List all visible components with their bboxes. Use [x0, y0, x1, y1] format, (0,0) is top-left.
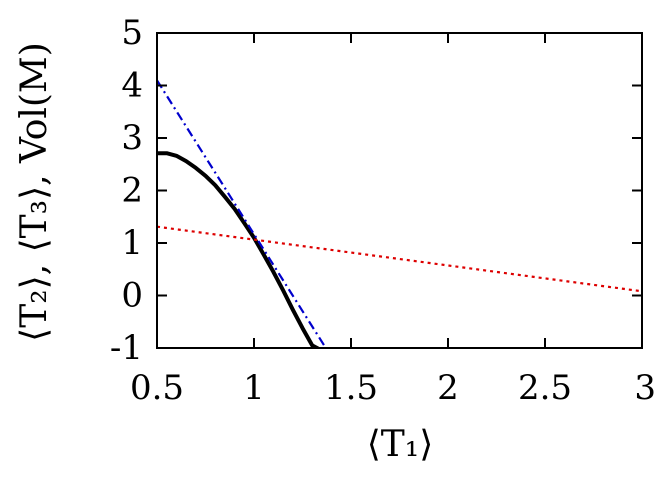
x-tick-label: 1 [243, 368, 265, 408]
y-tick-label: -1 [110, 328, 143, 368]
x-tick-label: 3 [634, 368, 656, 408]
y-tick-label: 1 [121, 223, 143, 263]
y-tick-label: 0 [121, 276, 143, 316]
x-tick-label: 2 [437, 368, 459, 408]
y-tick-label: 4 [121, 66, 143, 106]
x-tick-label: 2.5 [518, 368, 572, 408]
y-tick-label: 2 [121, 171, 143, 211]
x-axis-label: ⟨T₁⟩ [367, 424, 434, 465]
x-tick-label: 0.5 [130, 368, 184, 408]
plot-curves [157, 79, 642, 348]
y-tick-label: 5 [121, 13, 143, 53]
series-blue-dashdot-line [157, 79, 327, 348]
x-tick-label: 1.5 [324, 368, 378, 408]
y-axis-label: ⟨T₂⟩, ⟨T₃⟩, Vol(M) [14, 42, 55, 342]
ticks [156, 32, 643, 349]
series-black-solid-line [157, 151, 322, 348]
series-red-dotted-line [157, 225, 642, 293]
tick-labels: 0.5 1 1.5 2 2.5 3 -1 0 1 2 3 4 5 [110, 13, 656, 408]
plot-frame [156, 32, 643, 349]
y-tick-label: 3 [121, 118, 143, 158]
